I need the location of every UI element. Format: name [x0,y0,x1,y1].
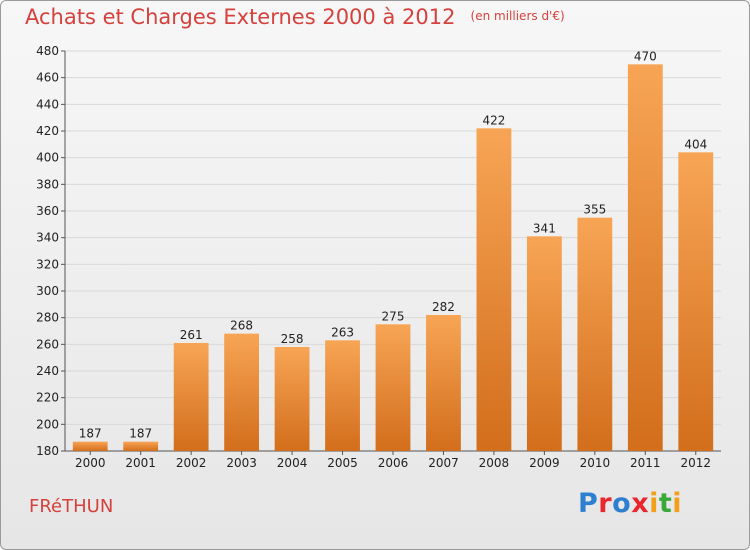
bar [577,217,613,451]
y-tick-label: 320 [36,257,59,271]
logo-letter: P [578,488,599,519]
title-row: Achats et Charges Externes 2000 à 2012 (… [25,5,565,29]
y-tick-label: 480 [36,44,59,58]
chart-unit: (en milliers d'€) [470,9,565,23]
bar [224,333,260,451]
proxiti-logo: Proxiti [578,488,682,519]
bar [627,64,663,452]
logo-letter: o [612,488,632,519]
data-label: 355 [583,203,606,217]
y-tick-label: 220 [36,391,59,405]
logo-letter: x [631,488,650,519]
bar [325,340,360,451]
labels: 180 200 220 240 260 280 300 320 340 360 380 400 420 4… [36,44,711,470]
data-label: 282 [432,300,455,314]
y-tick-label: 340 [36,231,59,245]
x-tick-label: 2009 [529,456,560,470]
data-label: 261 [180,328,203,342]
logo-letter: i [649,488,659,519]
y-tick-label: 300 [36,284,59,298]
y-tick-label: 200 [36,417,59,431]
bar [426,315,461,451]
data-label: 275 [382,309,405,323]
data-label: 263 [331,325,354,339]
y-tick-label: 180 [36,444,59,458]
y-tick-label: 380 [36,177,59,191]
x-tick-label: 2010 [580,456,611,470]
y-tick-label: 280 [36,311,59,325]
y-tick-label: 440 [36,97,59,111]
y-tick-label: 240 [36,364,59,378]
data-label: 470 [634,49,657,63]
bar [526,236,562,451]
y-tick-label: 400 [36,151,59,165]
x-tick-label: 2002 [176,456,207,470]
logo-letter: r [598,488,613,519]
data-label: 258 [281,332,304,346]
bar [375,324,411,451]
y-tick-label: 360 [36,204,59,218]
data-label: 404 [684,137,707,151]
bar [678,152,714,452]
bar [173,343,209,451]
x-tick-label: 2008 [479,456,510,470]
commune-name: FRéTHUN [29,496,114,517]
x-tick-label: 2012 [680,456,711,470]
bar [72,441,108,451]
data-label: 422 [482,113,505,127]
bars [72,64,714,452]
x-tick-label: 2004 [277,456,308,470]
x-tick-label: 2003 [226,456,257,470]
x-tick-label: 2006 [378,456,409,470]
logo-letter: i [672,488,683,519]
y-tick-label: 460 [36,71,59,85]
y-tick-label: 260 [36,337,59,351]
data-label: 341 [533,221,556,235]
chart-title: Achats et Charges Externes 2000 à 2012 [25,5,456,29]
x-tick-label: 2007 [428,456,459,470]
x-tick-label: 2011 [630,456,661,470]
x-tick-label: 2005 [327,456,358,470]
x-tick-label: 2001 [125,456,156,470]
logo-letter: t [658,488,673,519]
x-tick-label: 2000 [75,456,106,470]
y-tick-label: 420 [36,124,59,138]
data-label: 268 [230,319,253,333]
bar [274,347,310,451]
bar [476,128,512,451]
data-label: 187 [129,427,152,441]
bar [123,441,159,451]
data-label: 187 [79,427,102,441]
